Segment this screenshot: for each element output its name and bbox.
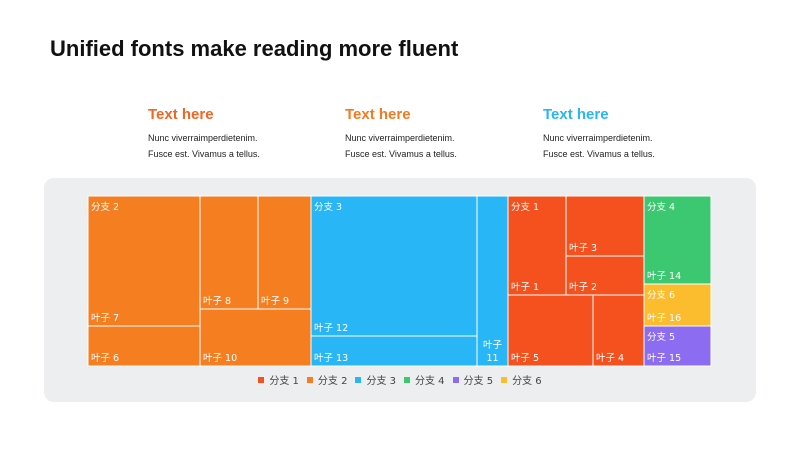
treemap-branch-label: 分支 2 — [91, 201, 119, 213]
treemap-branch-label: 分支 1 — [511, 201, 539, 213]
treemap-cell — [310, 195, 478, 337]
column-heading: Text here — [148, 106, 214, 123]
legend-item: 分支 5 — [452, 372, 494, 387]
text-column-1: Text here Nunc viverraimperdietenim. Fus… — [148, 106, 348, 162]
column-heading: Text here — [543, 106, 609, 123]
treemap-leaf-label: 叶子 6 — [91, 353, 119, 364]
treemap-leaf-label: 叶子 5 — [511, 353, 539, 364]
treemap-leaf-label: 叶子 14 — [647, 271, 681, 282]
legend-swatch — [501, 377, 508, 383]
chart-legend: 分支 1 分支 2 分支 3 分支 4 分支 5 分支 6 — [44, 372, 756, 387]
treemap-cell — [199, 308, 312, 367]
treemap-cell — [565, 195, 645, 257]
legend-item: 分支 1 — [258, 372, 299, 387]
treemap-cell — [565, 255, 645, 296]
treemap-cell — [507, 195, 567, 296]
legend-item: 分支 3 — [355, 372, 396, 387]
legend-swatch — [452, 377, 459, 383]
column-body-line: Nunc viverraimperdietenim. — [148, 133, 258, 143]
treemap-branch-label: 分支 6 — [647, 289, 675, 301]
treemap-leaf-label: 叶子 — [483, 340, 503, 351]
treemap-leaf-label: 叶子 12 — [314, 323, 348, 334]
treemap-leaf-label: 11 — [486, 353, 498, 364]
treemap-leaf-label: 叶子 2 — [569, 282, 597, 293]
treemap-leaf-label: 叶子 4 — [596, 353, 624, 364]
treemap-cell — [592, 294, 645, 367]
treemap-leaf-label: 叶子 3 — [569, 243, 597, 254]
treemap-leaf-label: 叶子 9 — [261, 296, 289, 307]
treemap-cell — [476, 195, 509, 367]
legend-label: 分支 3 — [366, 376, 396, 387]
column-body: Nunc viverraimperdietenim. Fusce est. Vi… — [345, 130, 545, 162]
column-body-line: Fusce est. Vivamus a tellus. — [148, 149, 260, 159]
text-column-2: Text here Nunc viverraimperdietenim. Fus… — [345, 106, 545, 162]
treemap-cell — [87, 195, 201, 327]
legend-swatch — [306, 377, 313, 383]
treemap-leaf-label: 叶子 8 — [203, 296, 231, 307]
column-body-line: Fusce est. Vivamus a tellus. — [543, 149, 655, 159]
treemap-leaf-label: 叶子 13 — [314, 353, 348, 364]
legend-label: 分支 2 — [317, 376, 348, 387]
treemap-branch-label: 分支 5 — [647, 331, 675, 343]
legend-item: 分支 2 — [306, 372, 348, 387]
legend-label: 分支 5 — [463, 376, 494, 387]
treemap-branch-label: 分支 4 — [647, 201, 675, 213]
column-heading: Text here — [345, 106, 411, 123]
legend-swatch — [258, 377, 265, 383]
column-body-line: Fusce est. Vivamus a tellus. — [345, 149, 457, 159]
treemap-cell — [257, 195, 312, 310]
legend-label: 分支 6 — [512, 376, 542, 387]
legend-label: 分支 1 — [269, 376, 299, 387]
treemap-cell — [643, 325, 712, 367]
treemap-leaf-label: 叶子 15 — [647, 353, 681, 364]
treemap-leaf-label: 叶子 16 — [647, 313, 681, 324]
treemap-leaf-label: 叶子 1 — [511, 282, 539, 293]
treemap-cell — [310, 335, 478, 367]
legend-swatch — [355, 377, 362, 383]
treemap-cell — [643, 195, 712, 285]
column-body: Nunc viverraimperdietenim. Fusce est. Vi… — [148, 130, 348, 162]
treemap-cell — [507, 294, 594, 367]
legend-swatch — [404, 377, 410, 383]
treemap-cell — [643, 283, 712, 327]
treemap-cell — [199, 195, 259, 310]
treemap-leaf-label: 叶子 7 — [91, 313, 119, 324]
text-column-3: Text here Nunc viverraimperdietenim. Fus… — [543, 106, 743, 162]
treemap-leaf-label: 叶子 10 — [203, 353, 237, 364]
treemap-branch-label: 分支 3 — [314, 201, 342, 213]
legend-item: 分支 4 — [404, 372, 445, 387]
legend-item: 分支 6 — [501, 372, 542, 387]
column-body: Nunc viverraimperdietenim. Fusce est. Vi… — [543, 130, 743, 162]
column-body-line: Nunc viverraimperdietenim. — [345, 133, 455, 143]
page-title: Unified fonts make reading more fluent — [50, 36, 459, 61]
legend-label: 分支 4 — [415, 376, 445, 387]
column-body-line: Nunc viverraimperdietenim. — [543, 133, 653, 143]
